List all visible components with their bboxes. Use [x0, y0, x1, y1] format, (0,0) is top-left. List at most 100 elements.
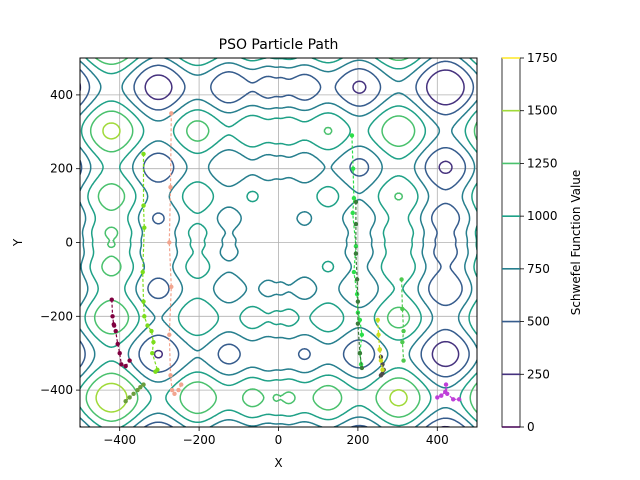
x-tick-label: −400 [103, 433, 136, 447]
particle-point [353, 221, 359, 227]
particle-path-line [351, 135, 363, 365]
particle-point [351, 196, 357, 201]
particle-point [380, 367, 385, 373]
particle-point [141, 382, 146, 387]
y-axis-label: Y [11, 238, 25, 247]
particle-point [353, 251, 359, 256]
particle-point [179, 382, 184, 387]
y-axis-ticks: −400 −200 0 200 400 [40, 88, 80, 397]
colorbar-tick-label: 1250 [527, 156, 558, 170]
particle-point [150, 351, 155, 356]
particle-point [400, 306, 405, 312]
particle-path-1 [109, 297, 132, 369]
colorbar-tick-label: 0 [527, 420, 535, 434]
contour-level-1000 [80, 58, 477, 427]
x-tick-label: −200 [183, 433, 216, 447]
particle-point [359, 365, 365, 371]
particle-point [351, 269, 357, 275]
contour-level-750 [80, 58, 477, 427]
y-tick-label: 200 [50, 162, 73, 176]
x-tick-label: 0 [275, 433, 283, 447]
particle-point [350, 166, 356, 171]
contour-lines [80, 58, 477, 427]
y-tick-label: −400 [40, 383, 73, 397]
particle-point [131, 391, 136, 396]
particle-point [109, 297, 114, 302]
particle-point [142, 225, 147, 230]
x-axis-ticks: −400 −200 0 200 400 [103, 427, 449, 447]
particle-point [115, 341, 120, 347]
particle-point [168, 184, 173, 190]
particle-point [135, 387, 140, 393]
x-tick-label: 400 [426, 433, 449, 447]
particle-point [119, 362, 124, 367]
contour-level-1250 [85, 58, 477, 422]
particle-path-3 [140, 151, 160, 374]
particle-path-9 [399, 277, 406, 363]
particle-path-2 [123, 382, 146, 404]
particle-point [169, 284, 174, 289]
particle-path-6 [353, 199, 365, 371]
particle-point [168, 373, 173, 378]
particle-point [378, 358, 384, 363]
particle-point [376, 332, 381, 337]
particle-point [377, 347, 382, 352]
particle-point [357, 317, 363, 323]
particle-point [375, 317, 380, 323]
particle-path-4 [167, 111, 184, 396]
x-tick-label: 200 [346, 433, 369, 447]
particle-point [353, 243, 359, 249]
particle-point [127, 395, 132, 400]
particle-point [142, 314, 147, 319]
colorbar: 0 250 500 750 1000 1250 1500 1750 [501, 51, 558, 434]
colorbar-ticks: 0 250 500 750 1000 1250 1500 1750 [520, 51, 558, 434]
particle-point [400, 339, 405, 345]
particle-point [439, 393, 444, 398]
colorbar-tick-label: 500 [527, 315, 550, 329]
particle-point [138, 384, 143, 390]
particle-point [123, 363, 128, 369]
particle-path-line [168, 113, 182, 395]
particle-path-line [355, 201, 363, 369]
particle-point [169, 111, 174, 116]
colorbar-tick-label: 1500 [527, 104, 558, 118]
particle-point [141, 203, 146, 208]
y-tick-label: 0 [65, 236, 73, 250]
particle-point [145, 323, 150, 328]
particle-point [110, 314, 115, 319]
particle-point [117, 351, 122, 356]
colorbar-frame [501, 57, 521, 428]
particle-point [445, 391, 450, 396]
particle-point [354, 277, 360, 282]
chart-title: PSO Particle Path [219, 37, 339, 53]
particle-point [176, 387, 181, 393]
particle-point [151, 339, 156, 345]
particle-point [111, 323, 117, 328]
particle-point [350, 210, 355, 216]
particle-point [141, 151, 146, 157]
particle-point [141, 299, 146, 304]
plot-area [79, 57, 478, 428]
particle-point [353, 199, 359, 205]
y-tick-label: 400 [50, 88, 73, 102]
particle-point [355, 321, 361, 326]
grid [80, 58, 477, 427]
particle-path-10 [435, 382, 462, 402]
particle-paths [109, 111, 462, 404]
particle-point [450, 397, 456, 402]
particle-point [357, 351, 363, 356]
particle-point [355, 299, 361, 304]
particle-path-line [142, 153, 159, 373]
particle-path-line [111, 299, 131, 367]
particle-point [378, 373, 384, 378]
colorbar-tick-label: 250 [527, 367, 550, 381]
particle-point [167, 240, 172, 245]
colorbar-tick-label: 1000 [527, 209, 558, 223]
particle-point [127, 358, 132, 363]
particle-point [140, 269, 145, 275]
particle-point [443, 382, 449, 387]
particle-point [149, 328, 154, 334]
particle-point [359, 332, 365, 337]
particle-point [399, 277, 404, 282]
